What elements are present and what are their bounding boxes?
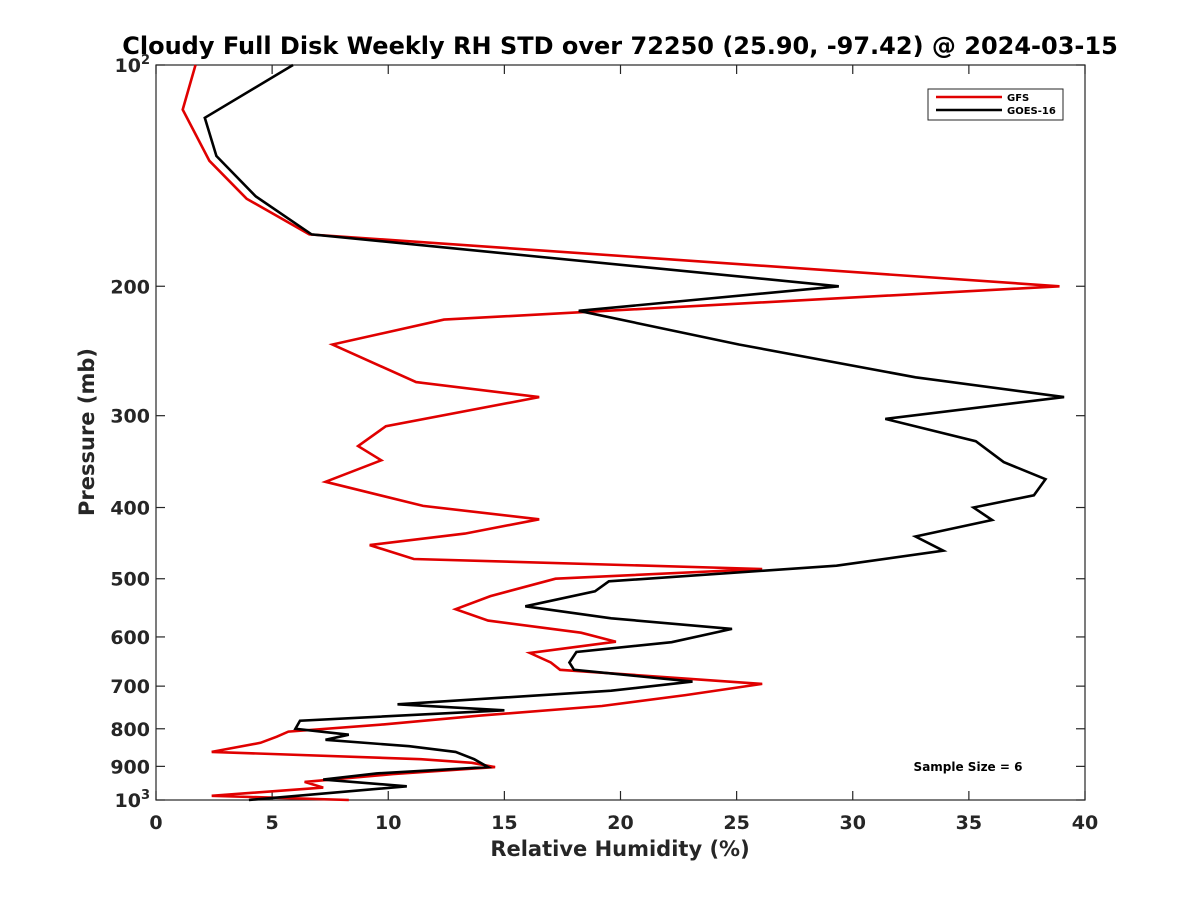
x-tick-label: 5: [266, 812, 279, 834]
x-axis-label: Relative Humidity (%): [490, 837, 749, 861]
y-tick-label: 900: [110, 756, 150, 778]
y-tick-label: 400: [110, 498, 150, 520]
y-tick-label: 500: [110, 569, 150, 591]
legend-label-goes16: GOES-16: [1007, 106, 1056, 117]
x-axis-ticks: 0 5 10 15 20 25 30 35 40: [149, 65, 1098, 834]
sample-size-annotation: Sample Size = 6: [914, 760, 1023, 774]
y-tick-label: 800: [110, 719, 150, 741]
y-tick-label: 300: [110, 406, 150, 428]
x-tick-label: 10: [375, 812, 401, 834]
x-tick-label: 20: [607, 812, 633, 834]
x-tick-label: 15: [491, 812, 517, 834]
y-axis-ticks: 102 200 300 400 500 600 700 800 900 103: [110, 53, 1085, 812]
x-tick-label: 40: [1072, 812, 1098, 834]
y-tick-label: 600: [110, 627, 150, 649]
y-axis-label: Pressure (mb): [75, 348, 99, 516]
legend: GFS GOES-16: [927, 88, 1064, 121]
y-tick-label: 200: [110, 276, 150, 298]
y-tick-label: 700: [110, 676, 150, 698]
legend-label-gfs: GFS: [1007, 93, 1029, 104]
series-layer: [181, 63, 1065, 802]
x-tick-label: 30: [840, 812, 866, 834]
series-line-goes16: [203, 63, 1065, 802]
legend-box: [927, 88, 1064, 121]
y-tick-label: 103: [115, 788, 151, 812]
chart-title: Cloudy Full Disk Weekly RH STD over 7225…: [122, 32, 1118, 60]
x-tick-label: 35: [956, 812, 982, 834]
y-tick-label: 102: [115, 53, 151, 77]
x-tick-label: 25: [723, 812, 749, 834]
series-line-gfs: [181, 64, 1060, 802]
x-tick-label: 0: [149, 812, 162, 834]
